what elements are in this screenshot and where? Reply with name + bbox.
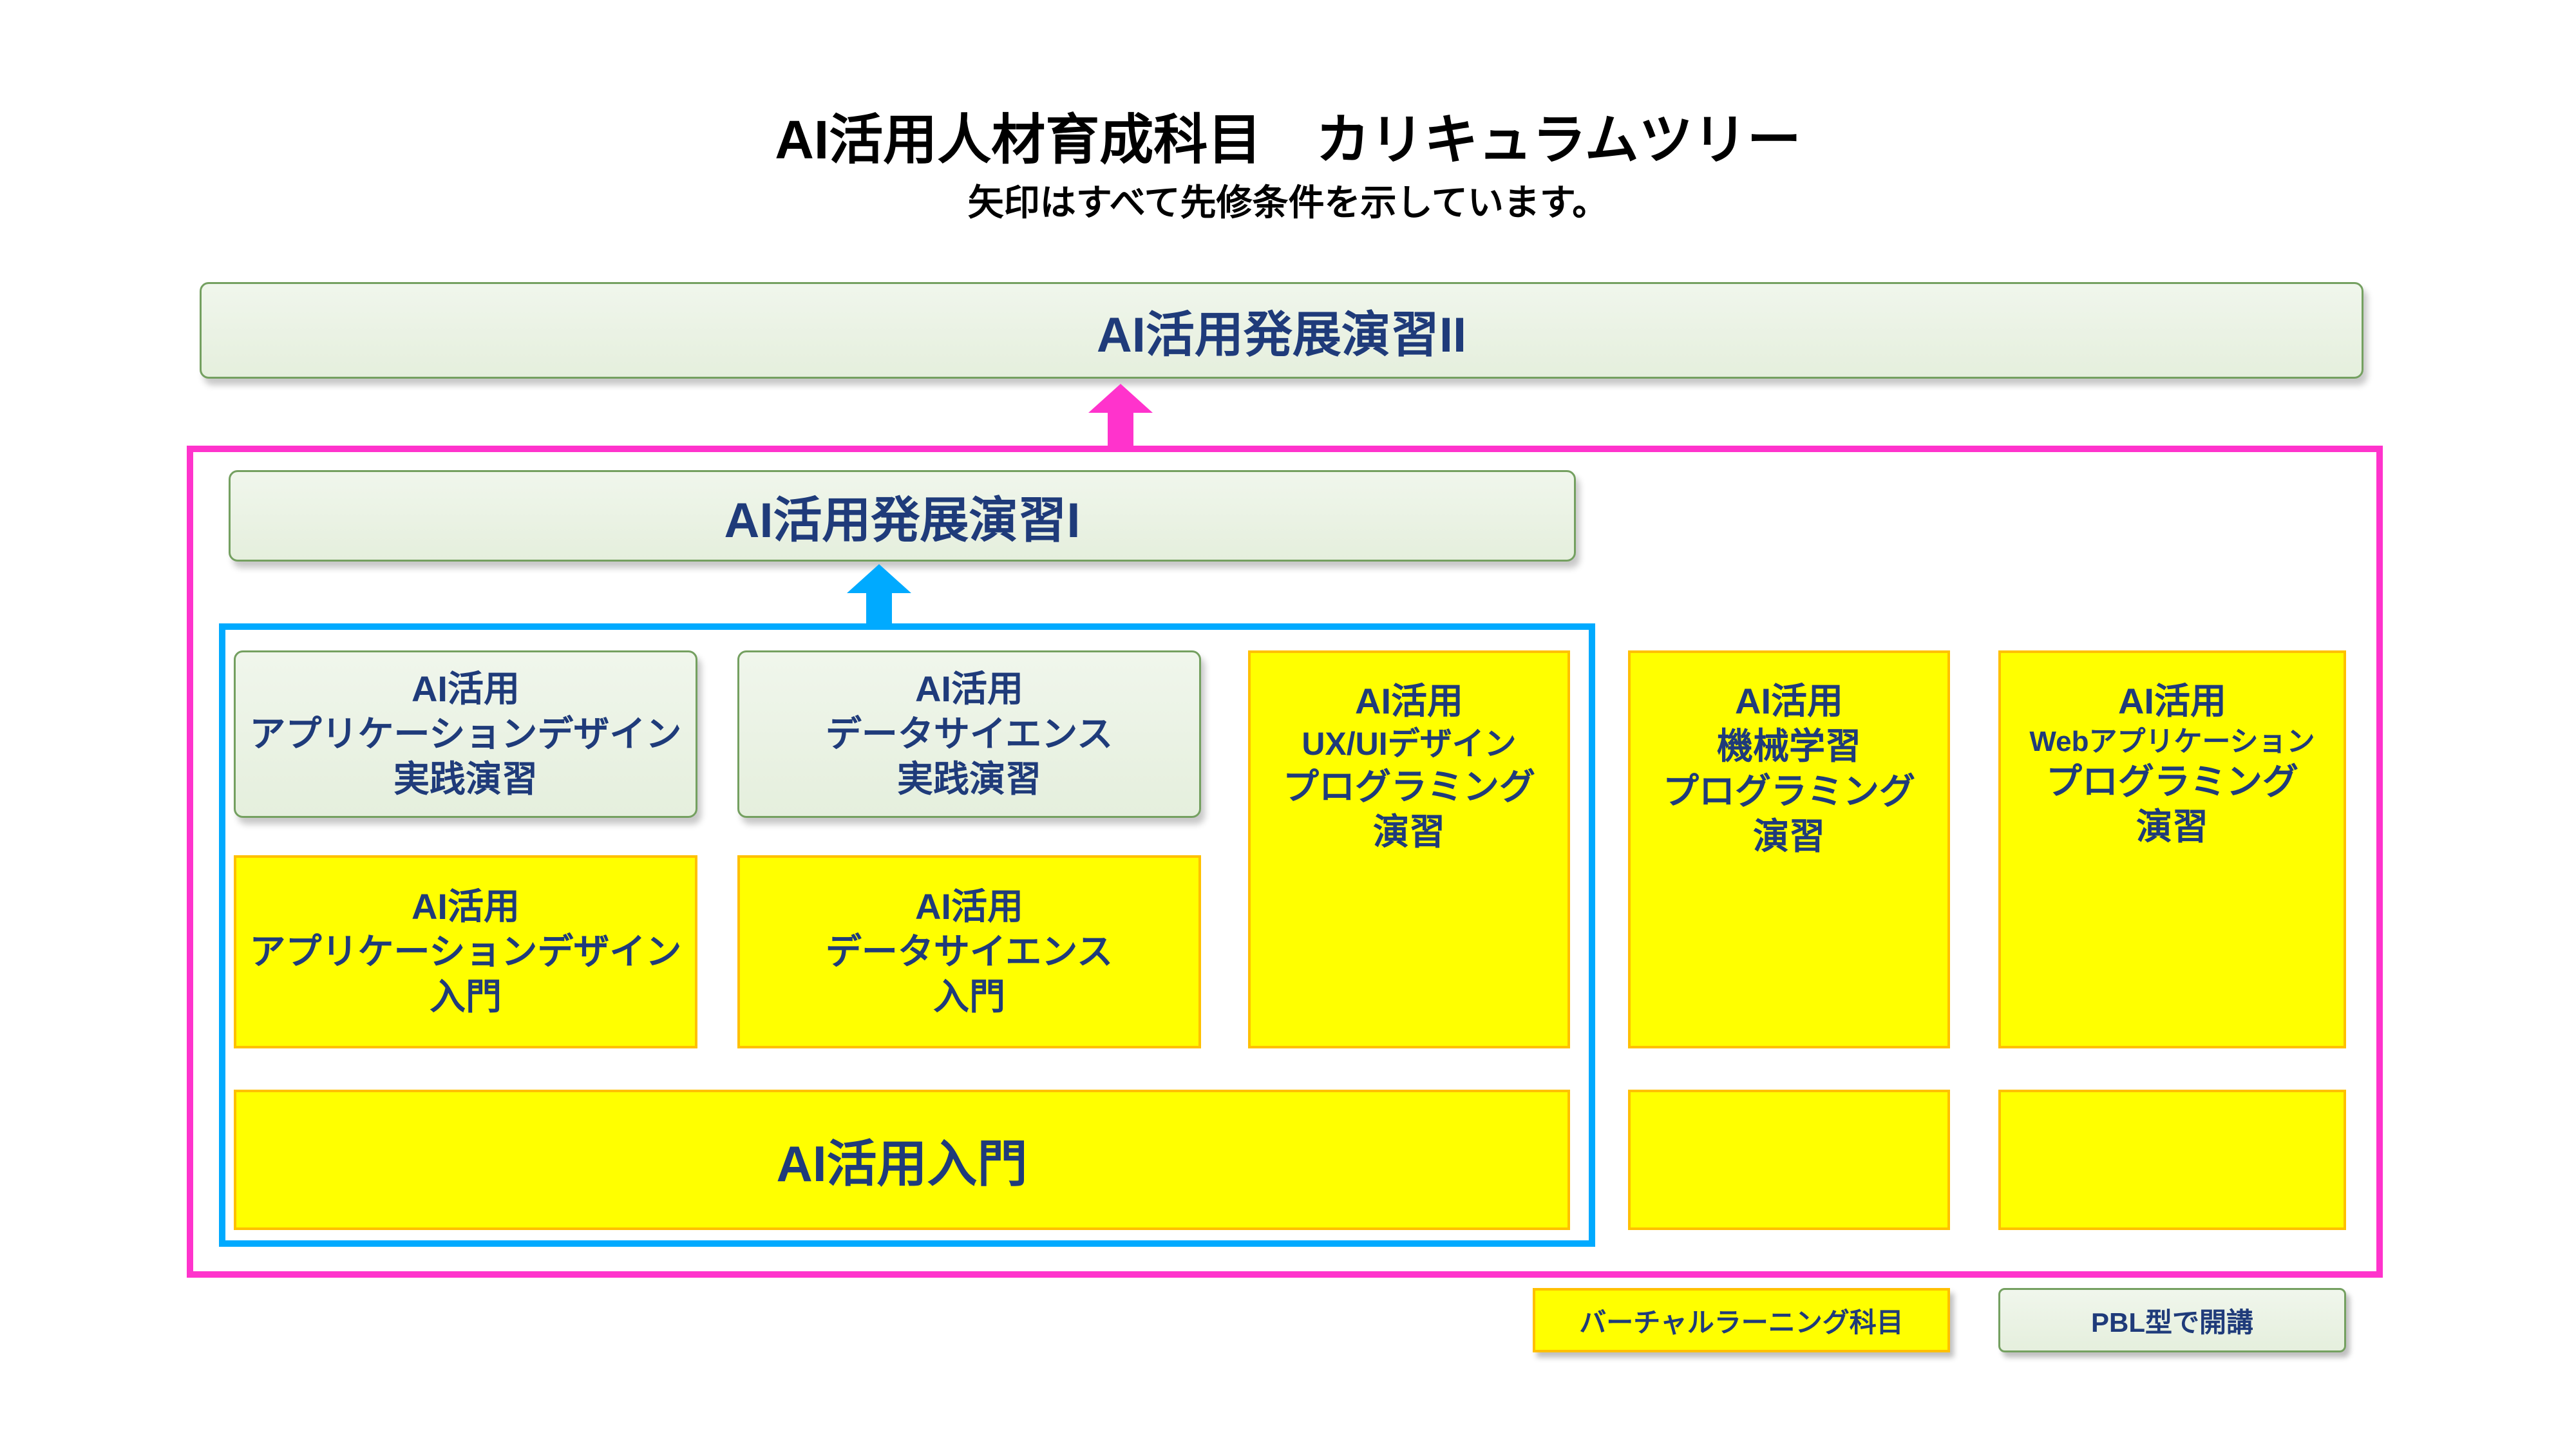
box-uxui: AI活用 UX/UIデザイン プログラミング 演習 — [1248, 650, 1570, 1048]
label-line: UX/UIデザイン — [1283, 724, 1535, 764]
label-line: 演習 — [1283, 810, 1535, 855]
title-subtitle: 矢印はすべて先修条件を示しています。 — [0, 174, 2576, 226]
box-app-design-intro: AI活用 アプリケーションデザイン 入門 — [234, 855, 697, 1048]
label-line: プログラミング — [1283, 764, 1535, 810]
arrow-cyan-up — [840, 564, 918, 626]
label-line: 実践演習 — [250, 757, 682, 802]
box-ai-intro-main: AI活用入門 — [234, 1090, 1570, 1230]
box-data-science-practice: AI活用 データサイエンス 実践演習 — [737, 650, 1201, 818]
label-line: プログラミング — [1663, 769, 1915, 814]
label-line: AI活用 — [826, 884, 1113, 929]
title-main: AI活用人材育成科目 カリキュラムツリー — [0, 97, 2576, 175]
arrow-magenta-up — [1082, 384, 1159, 448]
label-line: アプリケーションデザイン — [250, 712, 682, 757]
box-ml: AI活用 機械学習 プログラミング 演習 — [1628, 650, 1950, 1048]
label-line: データサイエンス — [826, 929, 1113, 974]
label-line: AI活用 — [250, 884, 682, 929]
box-ai-intro-ext1 — [1628, 1090, 1950, 1230]
box-webapp: AI活用 Webアプリケーション プログラミング 演習 — [1998, 650, 2346, 1048]
legend-virtual-learning: バーチャルラーニング科目 — [1533, 1288, 1950, 1352]
label-line: AI活用 — [2029, 679, 2315, 724]
label-line: Webアプリケーション — [2029, 724, 2315, 759]
box-advanced-1: AI活用発展演習I — [229, 470, 1576, 562]
label-line: AI活用 — [1663, 679, 1915, 724]
box-data-science-intro: AI活用 データサイエンス 入門 — [737, 855, 1201, 1048]
label-line: 演習 — [2029, 804, 2315, 849]
label-line: アプリケーションデザイン — [250, 929, 682, 974]
label-line: データサイエンス — [826, 712, 1113, 757]
label-line: AI活用 — [1283, 679, 1535, 724]
label-line: 実践演習 — [826, 757, 1113, 802]
diagram-stage: AI活用人材育成科目 カリキュラムツリー 矢印はすべて先修条件を示しています。 … — [0, 0, 2576, 1449]
label-line: 機械学習 — [1663, 724, 1915, 769]
box-advanced-2: AI活用発展演習II — [200, 282, 2363, 379]
label-line: 演習 — [1663, 814, 1915, 859]
label-line: 入門 — [250, 974, 682, 1019]
label-line: 入門 — [826, 974, 1113, 1019]
label-line: AI活用 — [250, 667, 682, 712]
box-ai-intro-ext2 — [1998, 1090, 2346, 1230]
label-line: プログラミング — [2029, 759, 2315, 804]
label-line: AI活用 — [826, 667, 1113, 712]
legend-pbl: PBL型で開講 — [1998, 1288, 2346, 1352]
box-app-design-practice: AI活用 アプリケーションデザイン 実践演習 — [234, 650, 697, 818]
